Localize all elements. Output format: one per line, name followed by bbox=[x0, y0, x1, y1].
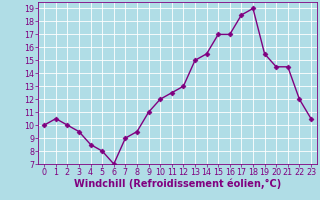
X-axis label: Windchill (Refroidissement éolien,°C): Windchill (Refroidissement éolien,°C) bbox=[74, 179, 281, 189]
